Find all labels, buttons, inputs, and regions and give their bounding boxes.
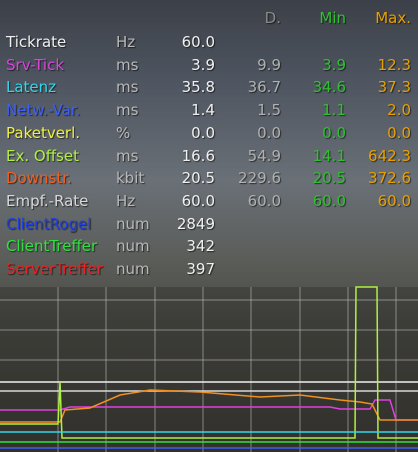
row-unit: %	[116, 123, 131, 142]
row-max: 2.0	[387, 101, 411, 120]
row-unit: ms	[116, 78, 139, 97]
row-name: Latenz	[6, 78, 57, 97]
row-name: Tickrate	[6, 33, 67, 51]
row-name: ClientRogel	[6, 214, 92, 233]
row-delta: 54.9	[247, 146, 281, 165]
row-name: Ex. Offset	[6, 146, 79, 165]
row-value: 0.0	[191, 123, 215, 142]
header-delta: D.	[264, 9, 281, 27]
row-unit: ms	[116, 55, 139, 74]
row-name: Paketverl.	[6, 123, 81, 142]
row-unit: ms	[116, 101, 139, 120]
row-unit: kbit	[116, 169, 145, 188]
row-min: 14.1	[312, 146, 346, 165]
row-name: ClientTreffer	[6, 237, 98, 256]
row-delta: 36.7	[247, 78, 281, 97]
row-unit: Hz	[116, 33, 136, 51]
row-value: 3.9	[191, 55, 215, 74]
row-unit: num	[116, 260, 150, 278]
row-delta: 9.9	[257, 55, 281, 74]
row-unit: num	[116, 214, 150, 233]
row-value: 397	[186, 260, 215, 278]
row-max: 37.3	[377, 78, 411, 97]
row-min: 3.9	[322, 55, 346, 74]
row-value: 35.8	[181, 78, 215, 97]
graph-grid	[0, 287, 418, 452]
row-min: 20.5	[312, 169, 346, 188]
row-max: 0.0	[387, 123, 411, 142]
row-unit: ms	[116, 146, 139, 165]
row-delta: 60.0	[247, 191, 281, 210]
row-value: 1.4	[191, 101, 215, 120]
row-delta: 1.5	[257, 101, 281, 120]
row-name: ServerTreffer	[6, 260, 103, 278]
row-max: 12.3	[377, 55, 411, 74]
row-value: 342	[186, 237, 215, 256]
row-min: 34.6	[312, 78, 346, 97]
row-unit: num	[116, 237, 150, 256]
row-min: 0.0	[322, 123, 346, 142]
row-unit: Hz	[116, 191, 136, 210]
row-value: 60.0	[181, 191, 215, 210]
row-value: 16.6	[181, 146, 215, 165]
row-delta: 229.6	[238, 169, 281, 188]
row-min: 1.1	[322, 101, 346, 120]
row-name: Empf.-Rate	[6, 191, 89, 210]
graph-lines	[0, 286, 418, 449]
row-delta: 0.0	[257, 123, 281, 142]
header-min: Min	[319, 9, 346, 27]
row-max: 372.6	[368, 169, 411, 188]
row-min: 60.0	[312, 191, 346, 210]
row-value: 60.0	[181, 33, 215, 51]
row-name: Netw.-Var.	[6, 101, 81, 120]
header-max: Max.	[375, 9, 411, 27]
row-value: 20.5	[181, 169, 215, 188]
row-name: Srv-Tick	[6, 55, 65, 74]
row-max: 642.3	[368, 146, 411, 165]
row-value: 2849	[176, 214, 215, 233]
row-max: 60.0	[377, 191, 411, 210]
row-name: Downstr.	[6, 169, 72, 188]
